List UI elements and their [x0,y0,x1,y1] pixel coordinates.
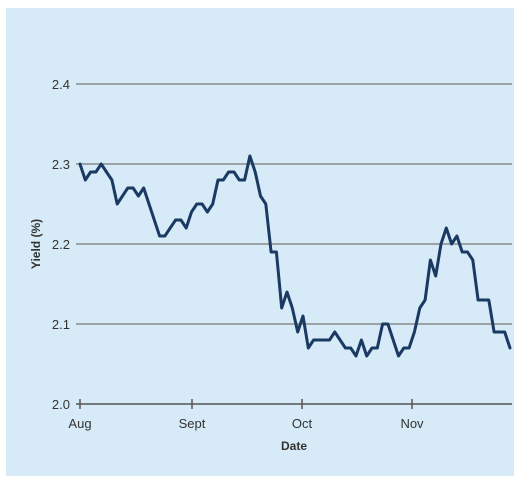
y-axis-title: Yield (%) [29,219,43,269]
x-tick-label: Nov [400,416,424,431]
x-tick-labels: Aug Sept Oct Nov [68,399,424,431]
y-tick-label: 2.2 [52,237,70,252]
y-tick-label: 2.1 [52,317,70,332]
y-tick-label: 2.4 [52,77,70,92]
x-axis-title: Date [281,439,307,453]
grid-lines [76,83,512,325]
x-tick-label: Oct [292,416,313,431]
y-tick-labels: 2.0 2.1 2.2 2.3 2.4 [52,77,70,412]
series-line [78,154,512,358]
x-tick-label: Sept [179,416,206,431]
y-tick-label: 2.3 [52,157,70,172]
x-tick-label: Aug [68,416,91,431]
y-tick-label: 2.0 [52,397,70,412]
chart-panel [6,8,514,476]
